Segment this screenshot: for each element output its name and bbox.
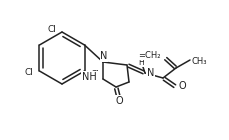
Text: O: O (178, 81, 186, 91)
Text: O: O (115, 96, 122, 106)
Text: N: N (146, 68, 154, 78)
Text: Cl: Cl (90, 69, 99, 79)
Text: Cl: Cl (47, 24, 56, 33)
Text: Cl: Cl (25, 67, 33, 76)
Text: =CH₂: =CH₂ (138, 51, 160, 60)
Text: NH: NH (82, 72, 97, 82)
Text: H: H (138, 58, 143, 66)
Text: CH₃: CH₃ (191, 57, 207, 66)
Text: N: N (100, 51, 107, 61)
